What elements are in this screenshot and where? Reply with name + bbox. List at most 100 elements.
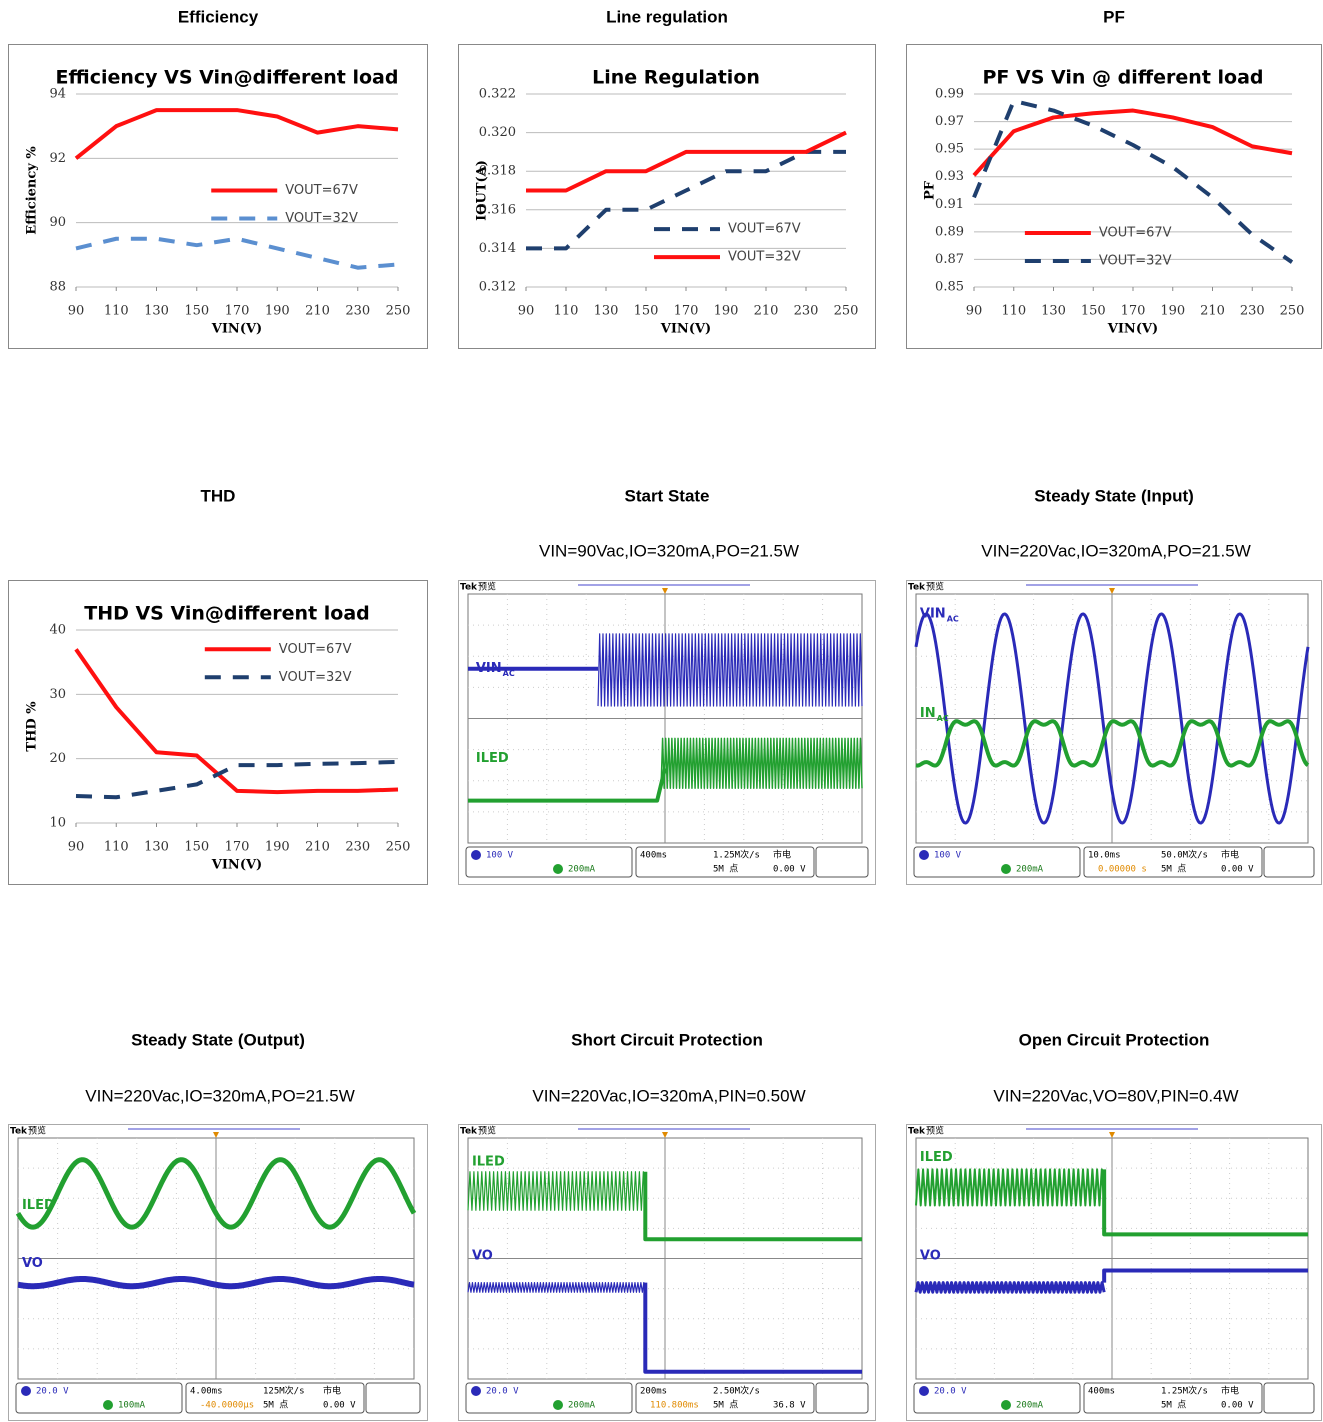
status-rate: 1.25M次/s bbox=[713, 849, 760, 861]
panel-heading: Line regulation bbox=[606, 7, 728, 26]
panel-subtitle: VIN=90Vac,IO=320mA,PO=21.5W bbox=[539, 541, 799, 560]
status-points: 5M 点 bbox=[263, 1400, 288, 1411]
status-time: 400ms bbox=[1088, 1387, 1115, 1397]
scope-brand: Tek bbox=[460, 583, 478, 593]
x-tick-label: 90 bbox=[966, 304, 983, 319]
x-tick-label: 130 bbox=[1041, 304, 1066, 319]
scope-brand: Tek bbox=[908, 583, 926, 593]
x-tick-label: 170 bbox=[674, 304, 699, 319]
status-rate: 1.25M次/s bbox=[1161, 1385, 1208, 1397]
legend-label: VOUT=32V bbox=[279, 670, 352, 685]
ch1-icon bbox=[919, 850, 929, 860]
status-level: 0.00 V bbox=[773, 865, 806, 875]
y-tick-label: 0.312 bbox=[479, 280, 516, 295]
status-rate: 50.0M次/s bbox=[1161, 849, 1208, 861]
status-ch4: 200mA bbox=[1016, 1401, 1044, 1411]
x-tick-label: 130 bbox=[594, 304, 619, 319]
legend-label: VOUT=32V bbox=[285, 211, 358, 226]
x-tick-label: 170 bbox=[225, 304, 250, 319]
y-tick-label: 0.85 bbox=[935, 280, 964, 295]
y-tick-label: 88 bbox=[49, 280, 66, 295]
status-trigger: 市电 bbox=[1221, 849, 1239, 861]
status-ch1: 100 V bbox=[486, 851, 514, 861]
y-tick-label: 90 bbox=[49, 215, 66, 230]
ch4-icon bbox=[1001, 864, 1011, 874]
scope-mode: 预览 bbox=[926, 581, 944, 593]
panel-subtitle: VIN=220Vac,IO=320mA,PO=21.5W bbox=[85, 1086, 354, 1105]
scope-mode: 预览 bbox=[926, 1125, 944, 1137]
scope-brand: Tek bbox=[10, 1127, 28, 1137]
status-trigger: 市电 bbox=[1221, 1385, 1239, 1397]
x-tick-label: 150 bbox=[634, 304, 659, 319]
x-tick-label: 230 bbox=[345, 304, 370, 319]
y-tick-label: 92 bbox=[49, 151, 66, 166]
status-ch1: 20.0 V bbox=[934, 1387, 967, 1397]
scope-mode: 预览 bbox=[478, 1125, 496, 1137]
ch1-icon bbox=[471, 1386, 481, 1396]
scope-brand: Tek bbox=[908, 1127, 926, 1137]
status-ch4: 200mA bbox=[1016, 865, 1044, 875]
y-tick-label: 94 bbox=[49, 87, 66, 102]
y-tick-label: 10 bbox=[49, 816, 66, 831]
status-time: 4.00ms bbox=[190, 1387, 223, 1397]
status-rate: 125M次/s bbox=[263, 1385, 305, 1397]
status-box bbox=[1264, 847, 1314, 877]
x-tick-label: 90 bbox=[68, 840, 85, 855]
channel-label-sub: AC bbox=[947, 614, 959, 623]
y-tick-label: 0.87 bbox=[935, 252, 964, 267]
x-tick-label: 210 bbox=[1200, 304, 1225, 319]
channel-label: VO bbox=[920, 1249, 941, 1264]
ch4-icon bbox=[1001, 1400, 1011, 1410]
status-level: 0.00 V bbox=[1221, 1401, 1254, 1411]
status-box bbox=[1264, 1383, 1314, 1413]
legend-label: VOUT=32V bbox=[1099, 253, 1172, 268]
y-axis-label: PF bbox=[923, 180, 938, 200]
panel-heading: THD bbox=[201, 486, 236, 505]
x-tick-label: 250 bbox=[386, 840, 411, 855]
status-trigger: 市电 bbox=[323, 1385, 341, 1397]
channel-label: VO bbox=[472, 1249, 493, 1264]
status-ch1: 20.0 V bbox=[486, 1387, 519, 1397]
panel-subtitle: VIN=220Vac,IO=320mA,PIN=0.50W bbox=[532, 1086, 805, 1105]
x-tick-label: 190 bbox=[265, 840, 290, 855]
x-tick-label: 150 bbox=[184, 304, 209, 319]
status-time: 400ms bbox=[640, 851, 667, 861]
panel-subtitle: VIN=220Vac,IO=320mA,PO=21.5W bbox=[981, 541, 1250, 560]
channel-label: ILED bbox=[22, 1198, 55, 1213]
x-tick-label: 190 bbox=[714, 304, 739, 319]
y-tick-label: 30 bbox=[49, 687, 66, 702]
status-ch1: 20.0 V bbox=[36, 1387, 69, 1397]
y-tick-label: 0.91 bbox=[935, 197, 964, 212]
status-points: 5M 点 bbox=[713, 1400, 738, 1411]
status-points: 5M 点 bbox=[1161, 864, 1186, 875]
x-tick-label: 210 bbox=[754, 304, 779, 319]
page: EfficiencyEfficiency VS Vin@different lo… bbox=[0, 0, 1323, 1422]
status-ch1: 100 V bbox=[934, 851, 962, 861]
x-tick-label: 150 bbox=[1081, 304, 1106, 319]
chart-title: Line Regulation bbox=[592, 67, 760, 89]
status-offset: 110.800ms bbox=[650, 1401, 699, 1411]
status-box bbox=[366, 1383, 420, 1413]
x-tick-label: 250 bbox=[386, 304, 411, 319]
chart-title: PF VS Vin @ different load bbox=[982, 67, 1263, 89]
chart-title: THD VS Vin@different load bbox=[84, 603, 370, 625]
x-tick-label: 130 bbox=[144, 840, 169, 855]
legend-label: VOUT=67V bbox=[285, 183, 358, 198]
scope-brand: Tek bbox=[460, 1127, 478, 1137]
channel-label: ILED bbox=[472, 1155, 505, 1170]
ch4-icon bbox=[553, 1400, 563, 1410]
panel-heading: Short Circuit Protection bbox=[571, 1030, 763, 1049]
legend-label: VOUT=67V bbox=[728, 222, 801, 237]
status-level: 0.00 V bbox=[1221, 865, 1254, 875]
scope-mode: 预览 bbox=[28, 1125, 46, 1137]
scope-mode: 预览 bbox=[478, 581, 496, 593]
y-tick-label: 0.320 bbox=[479, 125, 516, 140]
status-ch4: 100mA bbox=[118, 1401, 146, 1411]
status-trigger: 市电 bbox=[773, 849, 791, 861]
y-tick-label: 0.97 bbox=[935, 114, 964, 129]
y-tick-label: 0.314 bbox=[479, 241, 516, 256]
x-tick-label: 230 bbox=[1240, 304, 1265, 319]
x-tick-label: 170 bbox=[225, 840, 250, 855]
legend-label: VOUT=67V bbox=[279, 642, 352, 657]
x-tick-label: 110 bbox=[554, 304, 579, 319]
